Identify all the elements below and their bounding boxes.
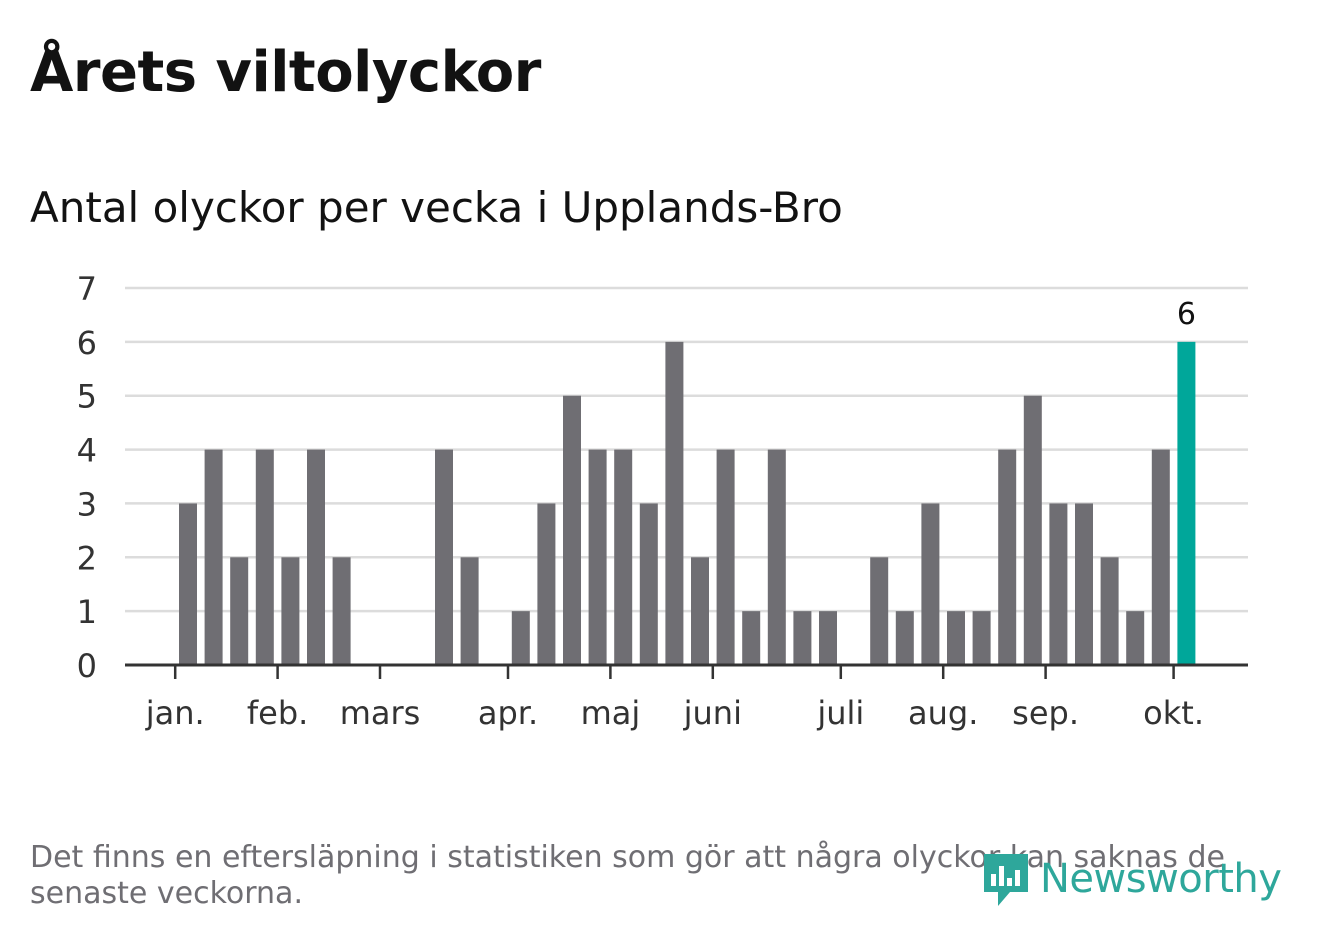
x-tick-label: feb. xyxy=(247,694,308,732)
x-tick-label: mars xyxy=(340,694,421,732)
x-tick-label: maj xyxy=(581,694,641,732)
bar xyxy=(537,503,556,665)
x-tick-label: juni xyxy=(683,694,742,732)
x-axis: jan. feb. mars apr. maj juni juli aug. sep. okt. xyxy=(125,663,1248,732)
bar xyxy=(691,557,709,665)
bar xyxy=(895,611,914,665)
bar xyxy=(179,503,197,665)
bar xyxy=(665,341,684,665)
y-tick-label: 1 xyxy=(77,593,97,631)
x-tick-label: juli xyxy=(816,694,864,732)
newsworthy-logo-icon xyxy=(984,854,1028,906)
bar xyxy=(281,557,300,665)
x-tick-label: okt. xyxy=(1143,694,1204,732)
bar xyxy=(230,557,249,665)
bar xyxy=(870,557,889,665)
y-tick-label: 3 xyxy=(77,485,97,523)
bar xyxy=(460,557,479,665)
y-axis-ticks: 0 1 2 3 4 5 6 7 xyxy=(77,270,97,685)
bar xyxy=(1151,449,1170,665)
bar xyxy=(819,611,837,665)
bar xyxy=(588,449,607,665)
x-tick-label: apr. xyxy=(478,694,538,732)
y-tick-label: 4 xyxy=(77,432,97,470)
bar xyxy=(1023,395,1042,665)
chart-title: Årets viltolyckor xyxy=(30,40,541,105)
bar xyxy=(204,449,223,665)
newsworthy-logo: Newsworthy xyxy=(980,848,1282,910)
x-tick-label: jan. xyxy=(145,694,205,732)
y-tick-label: 0 xyxy=(77,647,97,685)
bar xyxy=(563,395,581,665)
bar xyxy=(716,449,735,665)
bar xyxy=(947,611,965,665)
bar xyxy=(767,449,786,665)
y-tick-label: 6 xyxy=(77,324,97,362)
bar xyxy=(511,611,530,665)
bar xyxy=(332,557,351,665)
data-label: 6 xyxy=(1177,297,1196,332)
bar-highlight xyxy=(1177,341,1196,665)
y-tick-label: 5 xyxy=(77,378,97,416)
bar xyxy=(255,449,274,665)
data-labels: 6 xyxy=(1177,297,1196,332)
x-tick-label: sep. xyxy=(1012,694,1079,732)
bars xyxy=(179,341,1196,665)
bar xyxy=(614,449,633,665)
bar xyxy=(1100,557,1119,665)
bar xyxy=(972,611,991,665)
logo-text: Newsworthy xyxy=(1040,856,1282,902)
bar xyxy=(1075,503,1093,665)
bar xyxy=(1126,611,1145,665)
bar xyxy=(793,611,812,665)
bar xyxy=(639,503,658,665)
bar xyxy=(921,503,940,665)
y-tick-label: 7 xyxy=(77,270,97,308)
bar xyxy=(1049,503,1068,665)
x-tick-label: aug. xyxy=(908,694,978,732)
bar xyxy=(435,449,453,665)
bar xyxy=(998,449,1017,665)
y-tick-label: 2 xyxy=(77,539,97,577)
bar xyxy=(742,611,761,665)
bar xyxy=(307,449,325,665)
chart-subtitle: Antal olyckor per vecka i Upplands-Bro xyxy=(30,183,843,232)
bar-chart: 0 1 2 3 4 5 6 7 jan. feb. mars apr. maj juni juli aug.… xyxy=(77,270,1248,732)
